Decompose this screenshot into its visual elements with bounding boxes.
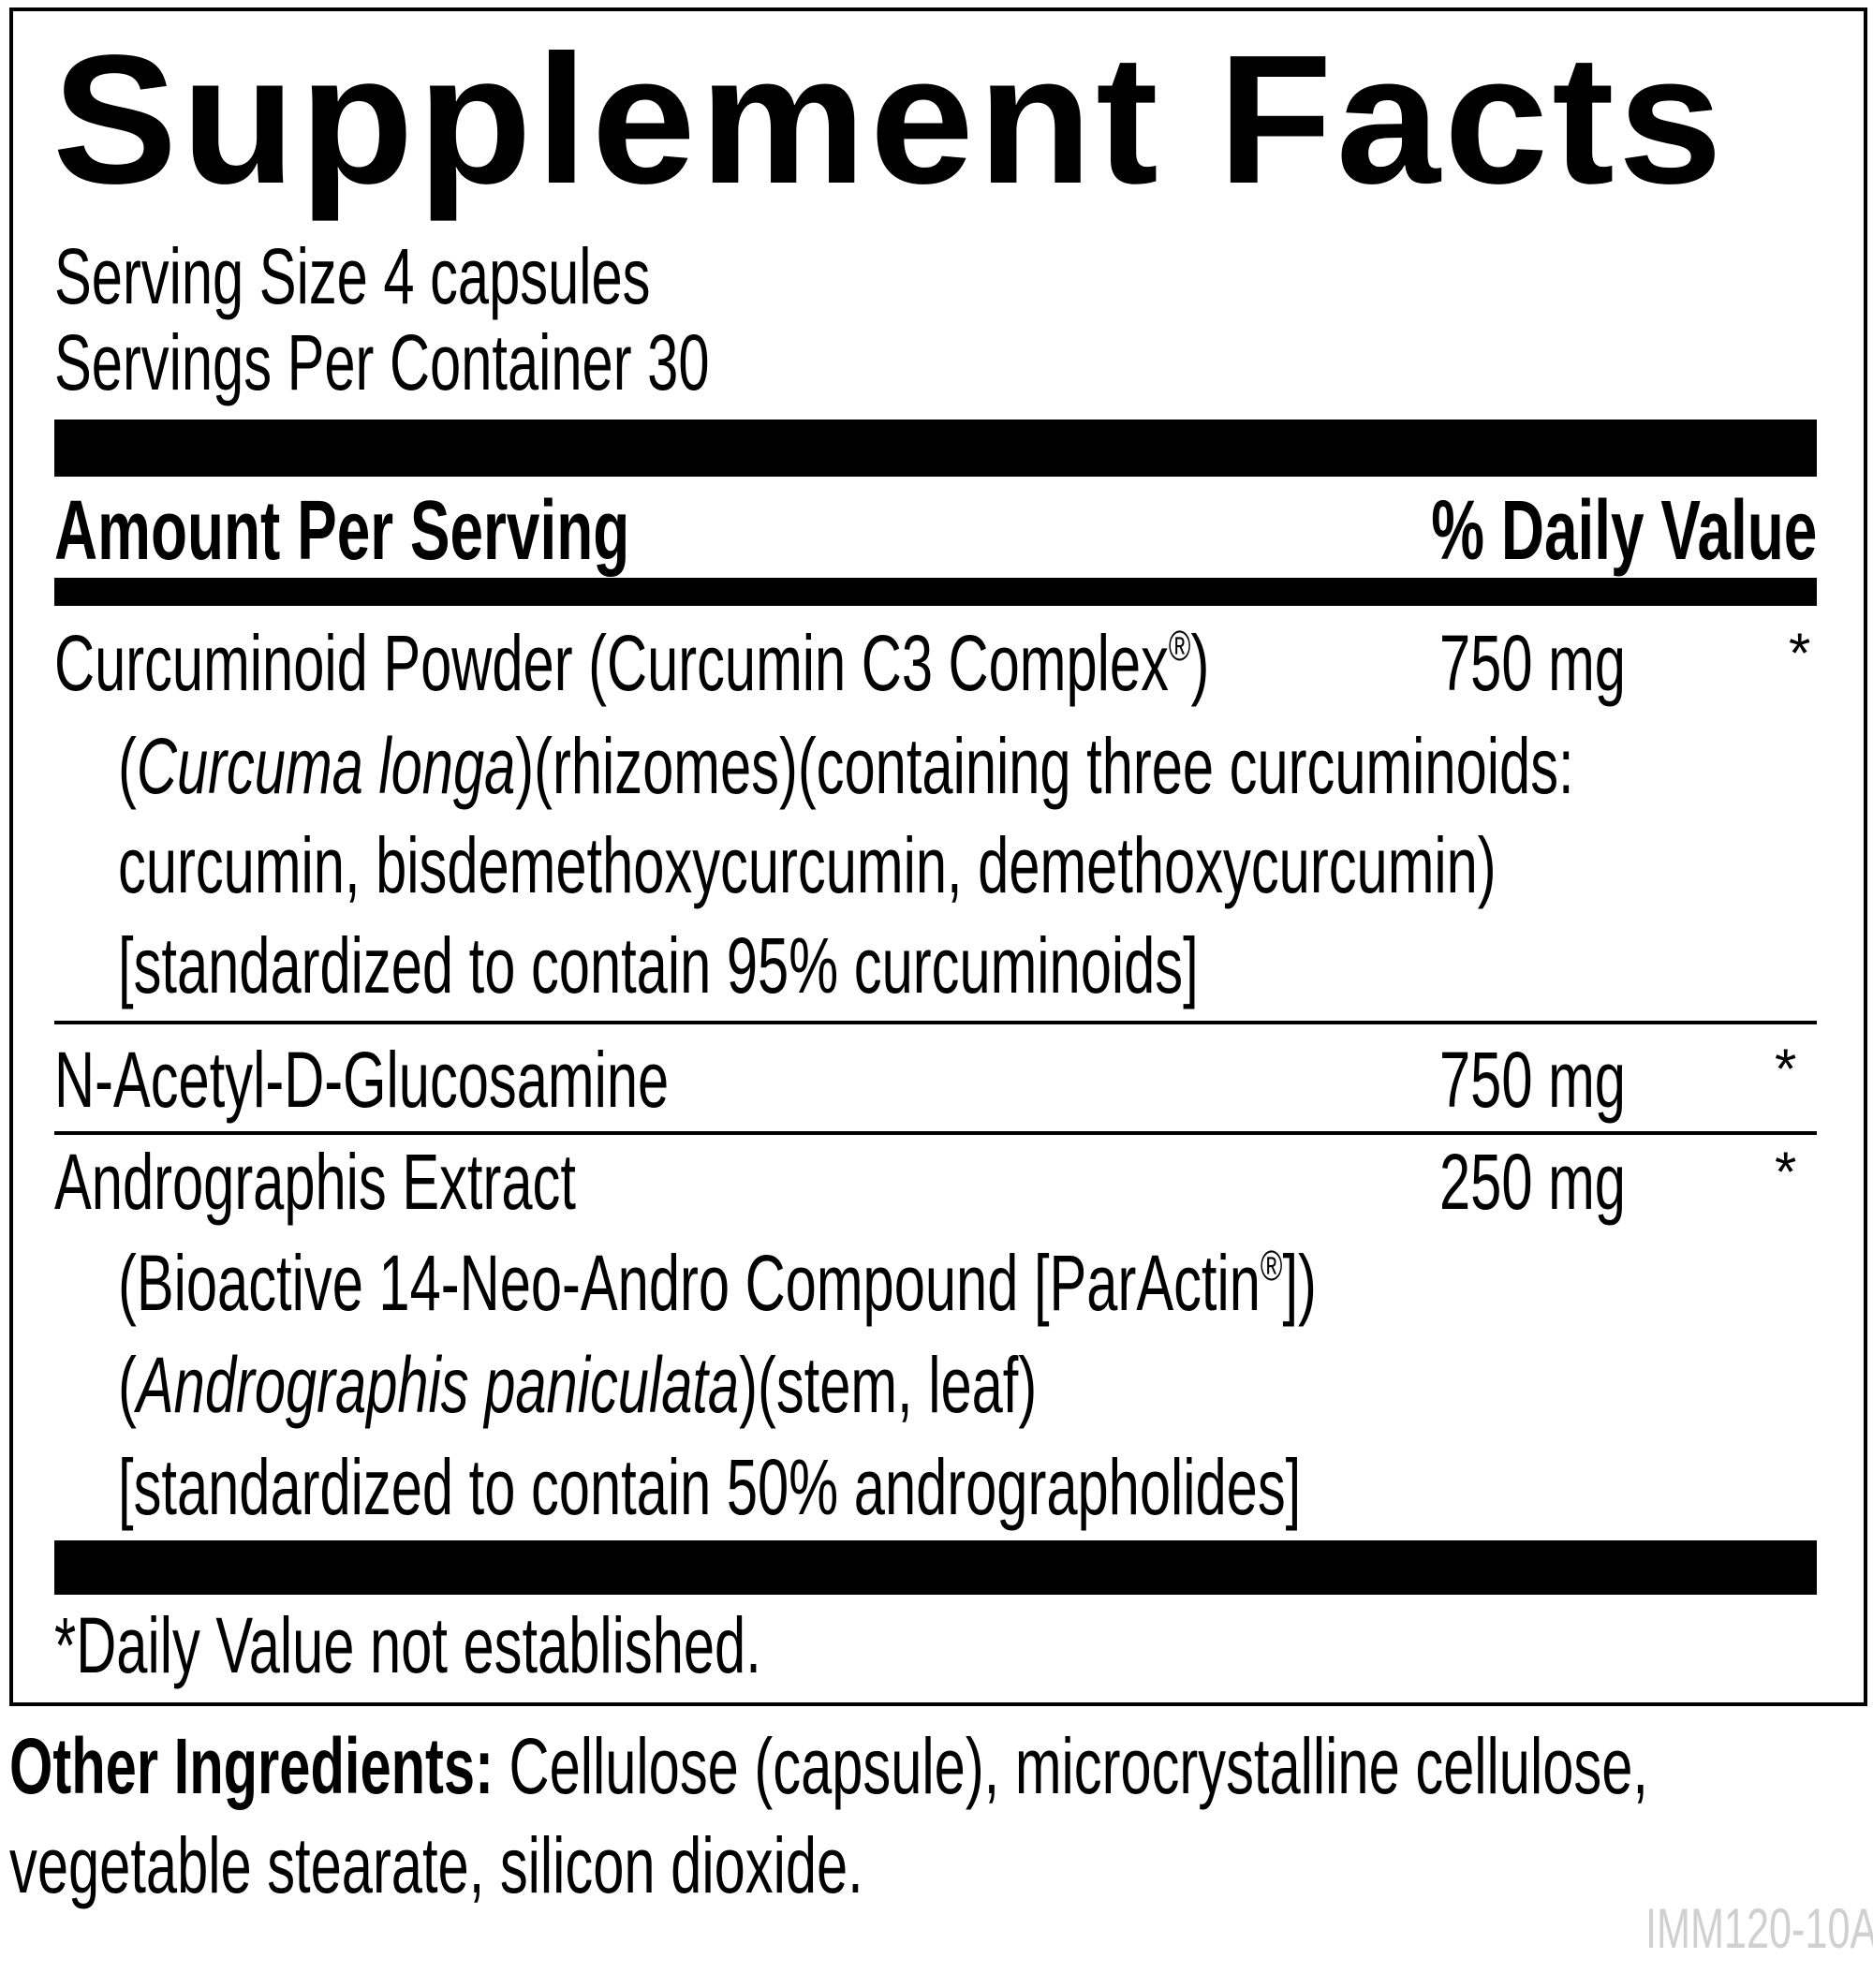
ingredient-amount: 250 mg <box>1439 1138 1626 1226</box>
row-divider <box>54 1021 1817 1024</box>
amount-per-serving-header: Amount Per Serving <box>54 484 630 578</box>
serving-size: Serving Size 4 capsules <box>54 232 651 320</box>
thick-divider <box>54 420 1817 477</box>
daily-value-asterisk: * <box>1775 1141 1797 1203</box>
daily-value-asterisk: * <box>1789 622 1811 685</box>
daily-value-asterisk: * <box>1775 1038 1797 1100</box>
ingredient-detail: (Bioactive 14-Neo-Andro Compound [ParAct… <box>118 1239 1317 1327</box>
product-code: IMM120-10A <box>1645 1897 1873 1960</box>
ingredient-detail: [standardized to contain 95% curcuminoid… <box>118 921 1199 1009</box>
footnote: *Daily Value not established. <box>54 1601 761 1689</box>
ingredient-detail: (Curcuma longa)(rhizomes)(containing thr… <box>118 722 1574 810</box>
other-ingredients: Other Ingredients: Cellulose (capsule), … <box>9 1722 1648 1810</box>
supplement-facts-panel <box>9 7 1867 1706</box>
ingredient-detail: (Andrographis paniculata)(stem, leaf) <box>118 1341 1038 1429</box>
row-divider <box>54 1131 1817 1135</box>
ingredient-name: N-Acetyl-D-Glucosamine <box>54 1036 670 1124</box>
ingredient-detail: [standardized to contain 50% andrographo… <box>118 1443 1302 1531</box>
daily-value-header: % Daily Value <box>1430 484 1817 578</box>
ingredient-name: Curcuminoid Powder (Curcumin C3 Complex®… <box>54 619 1210 707</box>
ingredient-detail: curcumin, bisdemethoxycurcumin, demethox… <box>118 821 1497 909</box>
ingredient-amount: 750 mg <box>1439 1036 1626 1124</box>
thick-divider <box>54 1540 1817 1595</box>
servings-per-container: Servings Per Container 30 <box>54 318 710 406</box>
header-divider <box>54 578 1817 606</box>
ingredient-amount: 750 mg <box>1439 619 1626 707</box>
other-ingredients-label: Other Ingredients: <box>9 1722 494 1810</box>
panel-title: Supplement Facts <box>52 17 1727 222</box>
other-ingredients-cont: vegetable stearate, silicon dioxide. <box>9 1821 863 1909</box>
ingredient-name: Andrographis Extract <box>54 1138 576 1226</box>
